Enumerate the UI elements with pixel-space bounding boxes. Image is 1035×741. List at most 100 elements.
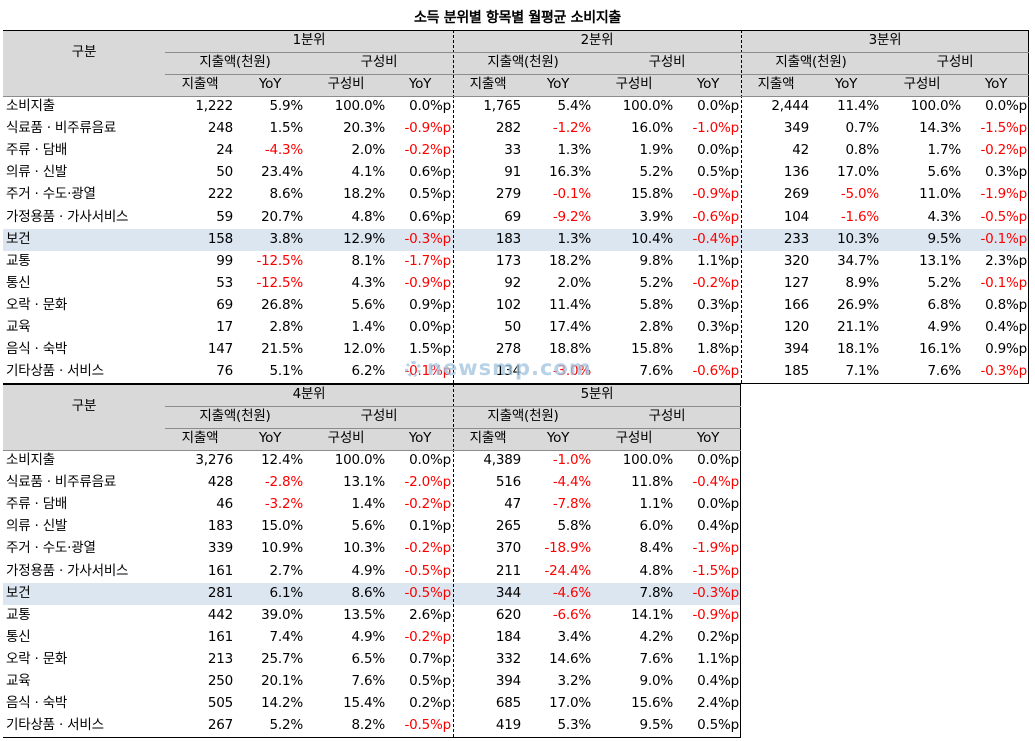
row-label: 통신 [6, 628, 31, 645]
spend-cell: 134 [495, 363, 521, 380]
header-rule [165, 52, 1029, 53]
yoy-cell: -6.6% [552, 606, 591, 623]
yoy-cell: 21.5% [261, 341, 303, 358]
composition-cell: 1.9% [639, 142, 674, 159]
composition-cell: 16.1% [919, 341, 961, 358]
composition-cell: 8.1% [351, 252, 386, 269]
column-header-spend: 지출액 [757, 76, 795, 92]
composition-cell: 18.2% [343, 186, 385, 203]
spend-cell: 269 [783, 186, 809, 203]
composition-yoy-cell: -0.5%p [980, 208, 1027, 225]
spend-cell: 281 [207, 584, 233, 601]
composition-cell: 15.4% [343, 695, 385, 712]
spend-cell: 505 [207, 695, 233, 712]
quintile-separator [453, 30, 454, 384]
composition-yoy-cell: 0.0%p [409, 98, 451, 114]
composition-yoy-cell: 2.4%p [697, 695, 739, 712]
row-label: 음식 · 숙박 [6, 341, 68, 358]
composition-yoy-cell: 2.6%p [409, 606, 451, 623]
composition-cell: 7.6% [351, 673, 386, 689]
composition-yoy-cell: -0.9%p [692, 606, 739, 623]
composition-yoy-cell: 0.3%p [697, 296, 739, 313]
row-label: 기타상품 · 서비스 [6, 717, 104, 734]
composition-cell: 5.8% [639, 296, 674, 313]
yoy-cell: 17.0% [549, 695, 591, 712]
yoy-cell: -4.6% [552, 584, 591, 601]
column-header-yoy: YoY [546, 76, 570, 92]
yoy-cell: 1.5% [269, 120, 304, 137]
spend-cell: 248 [207, 120, 233, 137]
composition-yoy-cell: -1.9%p [692, 540, 739, 557]
yoy-cell: 34.7% [837, 252, 879, 269]
composition-cell: 1.4% [351, 496, 386, 513]
composition-yoy-cell: 1.1%p [697, 650, 739, 667]
row-label: 주류 · 담배 [6, 496, 68, 513]
header-bottom-rule [3, 96, 1029, 97]
column-header-yoy: YoY [258, 430, 282, 446]
composition-cell: 6.2% [351, 363, 386, 380]
yoy-cell: 3.4% [557, 628, 592, 645]
table-bottom-border [3, 383, 1029, 385]
composition-cell: 12.0% [343, 341, 385, 358]
yoy-cell: -1.6% [840, 208, 879, 225]
quintile-separator [741, 30, 742, 384]
spend-cell: 620 [495, 606, 521, 623]
yoy-cell: -24.4% [544, 562, 591, 579]
spend-cell: 173 [495, 252, 521, 269]
composition-yoy-cell: -0.2%p [404, 142, 451, 159]
row-label: 소비지출 [6, 452, 55, 468]
column-header-comp: 구성비 [615, 430, 653, 446]
yoy-cell: -4.3% [264, 142, 303, 159]
yoy-cell: -4.4% [552, 474, 591, 491]
composition-cell: 9.5% [639, 717, 674, 734]
composition-yoy-cell: -0.3%p [692, 584, 739, 601]
spend-cell: 46 [216, 496, 233, 513]
column-header-yoy: YoY [696, 430, 720, 446]
composition-cell: 13.1% [919, 252, 961, 269]
composition-yoy-cell: -0.4%p [692, 230, 739, 247]
yoy-cell: 7.4% [269, 628, 304, 645]
composition-yoy-cell: -1.9%p [980, 186, 1027, 203]
row-label: 보건 [6, 584, 31, 601]
spend-cell: 394 [783, 341, 809, 358]
quintile-separator [453, 384, 454, 738]
composition-cell: 7.8% [639, 584, 674, 601]
spend-cell: 24 [216, 142, 233, 159]
column-header-spend: 지출액 [469, 430, 507, 446]
row-label: 음식 · 숙박 [6, 695, 68, 712]
yoy-cell: -7.8% [552, 496, 591, 513]
spend-cell: 17 [216, 319, 233, 335]
spend-cell: 267 [207, 717, 233, 734]
row-label: 가정용품 · 가사서비스 [6, 208, 129, 225]
composition-yoy-cell: 0.4%p [697, 518, 739, 535]
composition-yoy-cell: -0.9%p [692, 186, 739, 203]
composition-cell: 13.1% [343, 474, 385, 491]
yoy-cell: 25.7% [261, 650, 303, 667]
composition-yoy-cell: 0.0%p [409, 319, 451, 335]
spend-cell: 320 [783, 252, 809, 269]
spend-cell: 76 [216, 363, 233, 380]
composition-cell: 100.0% [622, 452, 673, 468]
yoy-cell: 11.4% [549, 296, 591, 313]
spend-cell: 265 [495, 518, 521, 535]
category-header: 구분 [3, 30, 165, 74]
composition-cell: 1.4% [351, 319, 386, 335]
spend-cell: 147 [207, 341, 233, 358]
spend-cell: 516 [495, 474, 521, 491]
composition-yoy-cell: 0.2%p [409, 695, 451, 712]
composition-group-header: 구성비 [648, 408, 686, 424]
composition-yoy-cell: -0.5%p [404, 584, 451, 601]
yoy-cell: 5.3% [557, 717, 592, 734]
spend-cell: 2,444 [771, 98, 809, 114]
composition-yoy-cell: -0.3%p [980, 363, 1027, 380]
yoy-cell: 5.8% [557, 518, 592, 535]
yoy-cell: 18.8% [549, 341, 591, 358]
category-header: 구분 [3, 384, 165, 428]
composition-yoy-cell: 0.0%p [985, 98, 1027, 114]
composition-yoy-cell: 1.1%p [697, 252, 739, 269]
composition-cell: 13.5% [343, 606, 385, 623]
yoy-cell: 3.2% [557, 673, 592, 689]
composition-yoy-cell: 0.0%p [697, 142, 739, 159]
composition-cell: 12.9% [343, 230, 385, 247]
composition-cell: 3.9% [639, 208, 674, 225]
